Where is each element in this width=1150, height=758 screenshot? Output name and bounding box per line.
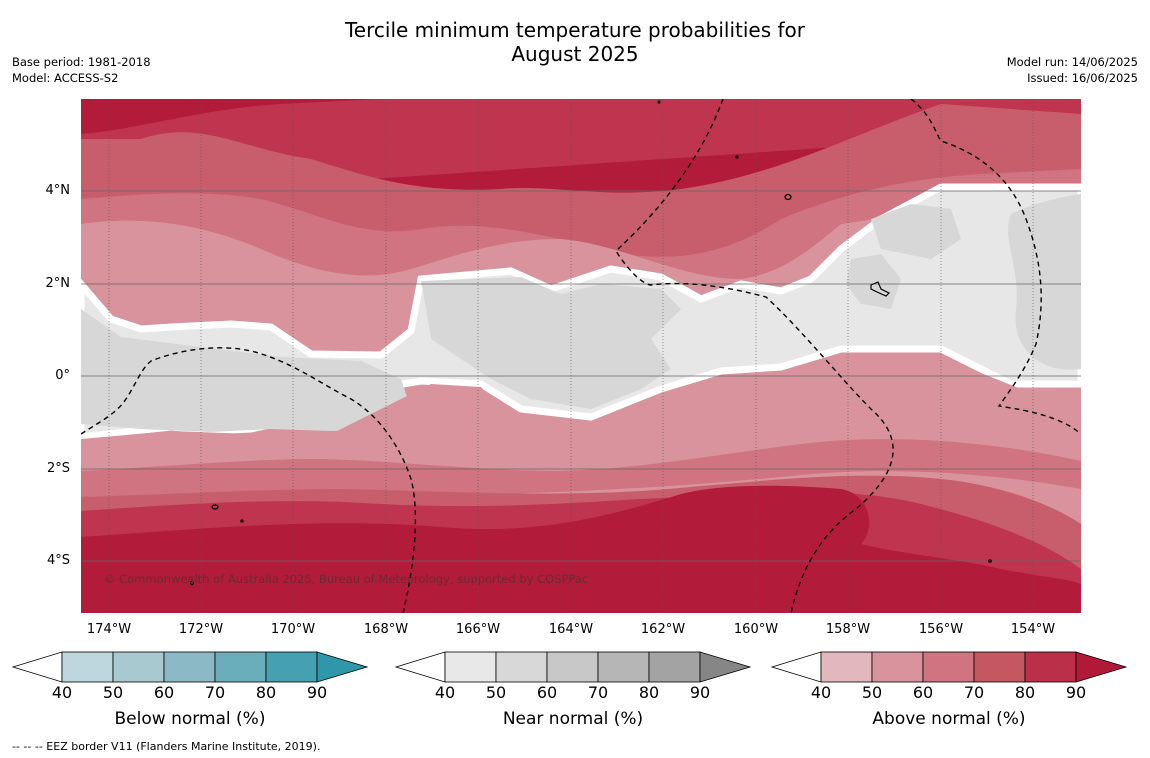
colorbar-above-title: Above normal (%): [872, 709, 1026, 729]
colorbar-swatch: [61, 651, 114, 683]
colorbar-near: 40 50 60 70 80 90: [394, 651, 752, 731]
lon-label: 174°W: [86, 622, 132, 637]
lat-label: 2°N: [45, 276, 71, 291]
cb-tick: 40: [810, 683, 832, 702]
colorbar-above-swatches: [770, 651, 1128, 683]
title-line-1: Tercile minimum temperature probabilitie…: [344, 18, 806, 42]
lon-label: 168°W: [363, 622, 409, 637]
meta-right: Model run: 14/06/2025 Issued: 16/06/2025: [1007, 54, 1138, 86]
colorbar-high-extension: [1075, 651, 1128, 683]
cb-tick: 50: [861, 683, 883, 702]
near-60-west: [81, 309, 411, 432]
cb-tick: 90: [1065, 683, 1087, 702]
colorbar-below-title: Below normal (%): [114, 709, 266, 729]
colorbar-swatch: [546, 651, 599, 683]
colorbar-low-extension: [11, 651, 63, 683]
probability-map: [81, 99, 1081, 613]
cb-tick: 70: [587, 683, 609, 702]
cb-tick: 90: [689, 683, 711, 702]
lon-label: 158°W: [825, 622, 871, 637]
colorbar-swatch: [214, 651, 267, 683]
island-icon: [240, 519, 244, 523]
cb-tick: 40: [51, 683, 73, 702]
colorbar-above: 40 50 60 70 80 90: [770, 651, 1128, 731]
islands: [189, 100, 992, 586]
colorbar-below: 40 50 60 70 80 90: [11, 651, 369, 731]
near-60-east-a: [871, 204, 961, 259]
colorbar-swatch: [922, 651, 975, 683]
colorbar-below-ticks: 40 50 60 70 80 90: [12, 683, 368, 705]
colorbar-swatch: [597, 651, 650, 683]
above-90-south: [81, 485, 1081, 613]
colorbar-swatch: [444, 651, 497, 683]
cb-tick: 40: [434, 683, 456, 702]
lon-label: 166°W: [455, 622, 501, 637]
map-copyright: © Commonwealth of Australia 2025, Bureau…: [104, 572, 589, 586]
cb-tick: 80: [255, 683, 277, 702]
colorbar-low-extension: [394, 651, 446, 683]
colorbar-swatch: [495, 651, 548, 683]
map-title: Tercile minimum temperature probabilitie…: [0, 18, 1150, 66]
cb-tick: 50: [485, 683, 507, 702]
title-line-2: August 2025: [511, 42, 639, 66]
lon-label: 172°W: [178, 622, 224, 637]
latitude-lines: [81, 190, 1081, 562]
colorbar-above-ticks: 40 50 60 70 80 90: [771, 683, 1127, 705]
lon-label: 160°W: [733, 622, 779, 637]
lon-label: 164°W: [548, 622, 594, 637]
lon-label: 170°W: [270, 622, 316, 637]
model-run: Model run: 14/06/2025: [1006, 55, 1138, 69]
colorbar-swatch: [648, 651, 701, 683]
lon-label: 156°W: [918, 622, 964, 637]
issued-date: Issued: 16/06/2025: [1027, 71, 1138, 85]
cb-tick: 60: [153, 683, 175, 702]
colorbar-high-extension: [316, 651, 369, 683]
cb-tick: 70: [204, 683, 226, 702]
base-period: Base period: 1981-2018: [12, 55, 151, 69]
colorbar-near-title: Near normal (%): [502, 709, 644, 729]
near-60-east-c: [1008, 194, 1081, 370]
cb-tick: 60: [912, 683, 934, 702]
island-icon: [988, 559, 992, 563]
colorbar-high-extension: [699, 651, 752, 683]
cb-tick: 80: [1014, 683, 1036, 702]
colorbar-near-ticks: 40 50 60 70 80 90: [395, 683, 751, 705]
above-60-south: [81, 439, 1081, 498]
colorbar-low-extension: [770, 651, 822, 683]
lat-label: 4°N: [45, 183, 71, 198]
island-icon: [870, 281, 891, 297]
island-icon: [735, 155, 739, 159]
island-icon: [784, 193, 792, 201]
island-icon: [211, 504, 219, 510]
eez-footnote: -- -- -- EEZ border V11 (Flanders Marine…: [12, 740, 321, 753]
eez-border: [81, 99, 1081, 613]
lon-label: 154°W: [1010, 622, 1056, 637]
model-name: Model: ACCESS-S2: [12, 71, 119, 85]
lon-label: 162°W: [640, 622, 686, 637]
island-icon: [189, 580, 195, 586]
cb-tick: 50: [102, 683, 124, 702]
colorbar-swatch: [871, 651, 924, 683]
lat-label: 2°S: [46, 461, 70, 476]
colorbar-near-swatches: [394, 651, 752, 683]
lat-label: 4°S: [46, 553, 70, 568]
colorbar-below-swatches: [11, 651, 369, 683]
cb-tick: 90: [306, 683, 328, 702]
colorbar-swatch: [973, 651, 1026, 683]
cb-tick: 80: [638, 683, 660, 702]
meta-left: Base period: 1981-2018 Model: ACCESS-S2: [12, 54, 151, 86]
colorbar-swatch: [112, 651, 165, 683]
cb-tick: 70: [963, 683, 985, 702]
cb-tick: 60: [536, 683, 558, 702]
colorbar-swatch: [163, 651, 216, 683]
island-icon: [657, 100, 661, 104]
colorbar-swatch: [820, 651, 873, 683]
colorbar-swatch: [1024, 651, 1077, 683]
colorbar-swatch: [265, 651, 318, 683]
lat-label: 0°: [55, 368, 70, 383]
